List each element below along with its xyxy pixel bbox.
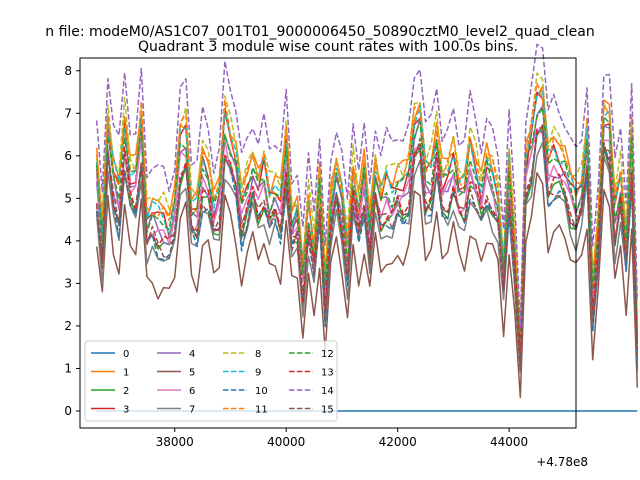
y-tick-label: 3 — [64, 276, 72, 290]
x-tick-label: 42000 — [379, 435, 417, 449]
y-tick-label: 5 — [64, 191, 72, 205]
legend-label-14: 14 — [321, 386, 334, 397]
x-tick-label: 44000 — [490, 435, 528, 449]
x-tick-label: 38000 — [156, 435, 194, 449]
legend-label-3: 3 — [123, 405, 129, 416]
series-line-12 — [95, 107, 639, 350]
legend-label-10: 10 — [255, 386, 268, 397]
legend-label-7: 7 — [189, 405, 195, 416]
series-line-4 — [95, 105, 639, 364]
legend-label-0: 0 — [123, 349, 129, 360]
legend-label-15: 15 — [321, 405, 334, 416]
y-tick-label: 2 — [64, 319, 72, 333]
series-lines — [95, 43, 639, 412]
x-axis: 38000 40000 42000 44000 — [156, 428, 528, 449]
chart-title: Quadrant 3 module wise count rates with … — [138, 39, 518, 55]
legend-label-8: 8 — [255, 349, 261, 360]
series-line-15 — [95, 124, 639, 372]
series-line-11 — [95, 82, 639, 351]
y-tick-label: 0 — [64, 404, 72, 418]
legend-label-2: 2 — [123, 386, 129, 397]
y-tick-label: 8 — [64, 64, 72, 78]
legend-label-12: 12 — [321, 349, 334, 360]
series-line-5 — [95, 172, 639, 399]
figure-suptitle: n file: modeM0/AS1C07_001T01_9000006450_… — [45, 24, 594, 40]
series-line-14 — [95, 43, 639, 328]
legend-label-4: 4 — [189, 349, 195, 360]
legend-label-9: 9 — [255, 368, 261, 379]
legend-label-13: 13 — [321, 368, 334, 379]
legend-box — [84, 340, 338, 422]
x-tick-label: 40000 — [267, 435, 305, 449]
legend-label-1: 1 — [123, 368, 129, 379]
y-tick-label: 7 — [64, 106, 72, 120]
y-tick-label: 6 — [64, 149, 72, 163]
legend-label-5: 5 — [189, 368, 195, 379]
series-line-8 — [95, 72, 639, 341]
legend-label-6: 6 — [189, 386, 195, 397]
y-tick-label: 4 — [64, 234, 72, 248]
y-axis: 0 1 2 3 4 5 6 7 8 — [64, 64, 80, 418]
legend-label-11: 11 — [255, 405, 268, 416]
y-tick-label: 1 — [64, 361, 72, 375]
plot-frame — [79, 57, 577, 429]
x-offset-label: +4.78e8 — [536, 455, 588, 469]
